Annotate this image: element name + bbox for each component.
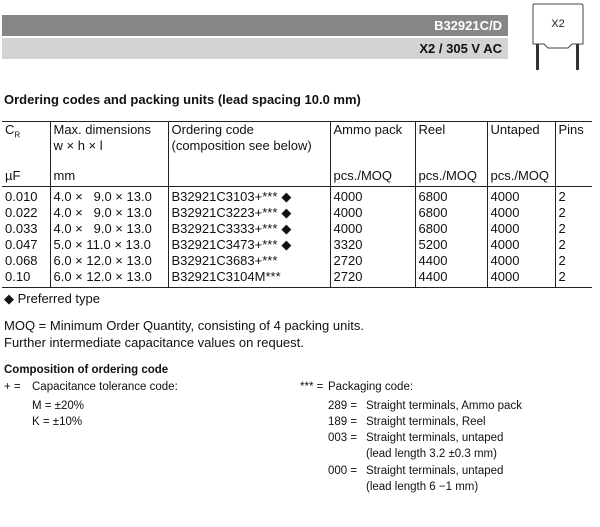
cell-ammo: 4000 bbox=[329, 221, 415, 237]
cell-dimensions: 4.0 × 9.0 × 13.0 bbox=[49, 186, 168, 205]
cell-ordering-code: B32921C3683+*** bbox=[167, 253, 330, 269]
cell-ordering-code: B32921C3333+*** ◆ bbox=[167, 221, 330, 237]
cell-pins: 2 bbox=[554, 237, 592, 253]
cell-dimensions: 5.0 × 11.0 × 13.0 bbox=[49, 237, 168, 253]
cell-untaped: 4000 bbox=[486, 205, 555, 221]
packaging-code: 289 = bbox=[328, 400, 358, 412]
cell-ordering-code: B32921C3104M*** bbox=[167, 269, 330, 288]
cell-ordering-code: B32921C3103+*** ◆ bbox=[167, 186, 330, 205]
cell-ammo: 3320 bbox=[329, 237, 415, 253]
cell-reel: 6800 bbox=[414, 221, 487, 237]
cell-dimensions: 4.0 × 9.0 × 13.0 bbox=[49, 221, 168, 237]
capacitor-icon: X2 bbox=[532, 3, 584, 70]
cell-reel: 4400 bbox=[414, 269, 487, 288]
cell-ammo: 2720 bbox=[329, 269, 415, 288]
cell-reel: 5200 bbox=[414, 237, 487, 253]
further-note: Further intermediate capacitance values … bbox=[4, 335, 304, 350]
cell-ordering-code: B32921C3223+*** ◆ bbox=[167, 205, 330, 221]
preferred-marker: ◆ bbox=[281, 189, 292, 204]
cell-reel: 4400 bbox=[414, 253, 487, 269]
preferred-marker: ◆ bbox=[281, 237, 292, 252]
cell-dimensions: 4.0 × 9.0 × 13.0 bbox=[49, 205, 168, 221]
packaging-symbol: *** = bbox=[300, 381, 324, 393]
col-untaped: Untaped pcs./MOQ bbox=[486, 121, 555, 187]
preferred-marker: ◆ bbox=[281, 205, 292, 220]
packaging-description-detail: (lead length 6 −1 mm) bbox=[366, 481, 479, 493]
cell-cr: 0.022 bbox=[5, 205, 38, 220]
table-row: 0.068 6.0 × 12.0 × 13.0 B32921C3683+*** 272… bbox=[2, 253, 592, 269]
part-number: B32921C/D bbox=[434, 18, 502, 33]
rating-bar: X2 / 305 V AC bbox=[2, 38, 508, 59]
ordering-table: CR µF Max. dimensions w × h × l mm Ordering… bbox=[2, 121, 592, 288]
preferred-marker: ◆ bbox=[281, 221, 292, 236]
packaging-description: Straight terminals, Reel bbox=[366, 416, 486, 428]
cell-pins: 2 bbox=[554, 253, 592, 269]
col-cr: CR µF bbox=[2, 121, 50, 187]
cell-ammo: 4000 bbox=[329, 186, 415, 205]
packaging-description-detail: (lead length 3.2 ±0.3 mm) bbox=[366, 448, 497, 460]
packaging-label: Packaging code: bbox=[328, 381, 414, 393]
packaging-description: Straight terminals, Ammo pack bbox=[366, 400, 522, 412]
cell-untaped: 4000 bbox=[486, 221, 555, 237]
cell-cr: 0.047 bbox=[5, 237, 38, 252]
table-row: 0.010 4.0 × 9.0 × 13.0 B32921C3103+*** ◆ 400… bbox=[2, 186, 592, 205]
col-ammo: Ammo pack pcs./MOQ bbox=[329, 121, 415, 187]
cell-untaped: 4000 bbox=[486, 237, 555, 253]
col-reel: Reel pcs./MOQ bbox=[414, 121, 487, 187]
cell-ammo: 4000 bbox=[329, 205, 415, 221]
voltage-rating: X2 / 305 V AC bbox=[419, 41, 502, 56]
cell-ammo: 2720 bbox=[329, 253, 415, 269]
section-title: Ordering codes and packing units (lead s… bbox=[4, 92, 361, 107]
cell-cr: 0.010 bbox=[5, 189, 38, 204]
packaging-description: Straight terminals, untaped bbox=[366, 432, 504, 444]
table-row: 0.10 6.0 × 12.0 × 13.0 B32921C3104M*** 2720… bbox=[2, 269, 592, 288]
col-pins: Pins bbox=[554, 121, 592, 187]
tolerance-label: Capacitance tolerance code: bbox=[32, 381, 178, 393]
cell-untaped: 4000 bbox=[486, 186, 555, 205]
cell-untaped: 4000 bbox=[486, 253, 555, 269]
tolerance-item: M = ±20% bbox=[32, 400, 85, 412]
col-dimensions: Max. dimensions w × h × l mm bbox=[49, 121, 168, 187]
table-header-row: CR µF Max. dimensions w × h × l mm Ordering… bbox=[2, 121, 592, 187]
cell-dimensions: 6.0 × 12.0 × 13.0 bbox=[49, 269, 168, 288]
moq-note: MOQ = Minimum Order Quantity, consisting… bbox=[4, 318, 364, 333]
table-row: 0.022 4.0 × 9.0 × 13.0 B32921C3223+*** ◆ 400… bbox=[2, 205, 592, 221]
table-row: 0.033 4.0 × 9.0 × 13.0 B32921C3333+*** ◆ 400… bbox=[2, 221, 592, 237]
cell-pins: 2 bbox=[554, 205, 592, 221]
cell-reel: 6800 bbox=[414, 205, 487, 221]
cell-dimensions: 6.0 × 12.0 × 13.0 bbox=[49, 253, 168, 269]
col-ordering-code: Ordering code (composition see below) bbox=[167, 121, 330, 187]
cell-pins: 2 bbox=[554, 186, 592, 205]
composition-title: Composition of ordering code bbox=[4, 364, 169, 376]
preferred-note: ◆ Preferred type bbox=[4, 291, 100, 306]
packaging-code: 189 = bbox=[328, 416, 358, 428]
cell-pins: 2 bbox=[554, 221, 592, 237]
part-number-bar: B32921C/D bbox=[2, 15, 508, 36]
cell-cr: 0.033 bbox=[5, 221, 38, 236]
packaging-code: 003 = bbox=[328, 432, 358, 444]
cell-reel: 6800 bbox=[414, 186, 487, 205]
cell-ordering-code: B32921C3473+*** ◆ bbox=[167, 237, 330, 253]
cell-pins: 2 bbox=[554, 269, 592, 288]
cell-untaped: 4000 bbox=[486, 269, 555, 288]
tolerance-symbol: + = bbox=[4, 381, 21, 393]
packaging-description: Straight terminals, untaped bbox=[366, 465, 504, 477]
cell-cr: 0.10 bbox=[2, 269, 50, 288]
x2-label: X2 bbox=[551, 18, 564, 30]
packaging-code: 000 = bbox=[328, 465, 358, 477]
tolerance-item: K = ±10% bbox=[32, 416, 83, 428]
cell-cr: 0.068 bbox=[5, 253, 38, 268]
table-row: 0.047 5.0 × 11.0 × 13.0 B32921C3473+*** ◆ 33… bbox=[2, 237, 592, 253]
